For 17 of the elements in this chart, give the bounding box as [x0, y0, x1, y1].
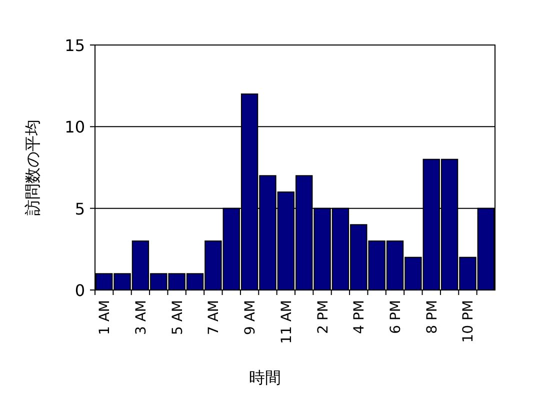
y-tick-label: 10 [64, 118, 85, 137]
y-tick-label: 5 [74, 199, 85, 218]
y-axis-title: 訪問数の平均 [23, 120, 42, 216]
x-axis-title: 時間 [249, 368, 281, 387]
y-tick-label: 15 [64, 36, 85, 55]
x-tick-label: 1 AM [97, 300, 114, 336]
x-tick-label: 4 PM [352, 300, 368, 334]
y-tick-label: 0 [74, 281, 85, 300]
x-tick-label: 7 AM [206, 300, 222, 336]
x-tick-label: 3 AM [133, 300, 150, 336]
x-tick-label: 11 AM [278, 300, 295, 344]
x-tick-label: 10 PM [460, 300, 477, 343]
x-tick-label: 8 PM [424, 300, 440, 334]
x-tick-label: 6 PM [388, 300, 404, 334]
x-tick-label: 5 AM [170, 300, 186, 336]
x-tick-label: 2 PM [315, 300, 332, 334]
x-tick-label: 9 AM [242, 300, 259, 336]
